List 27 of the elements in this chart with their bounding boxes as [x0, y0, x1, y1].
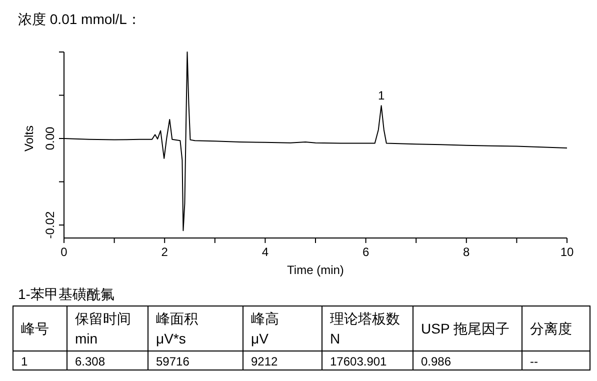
text: 1-苯甲基磺酰氟: [18, 286, 114, 302]
y-tick-label: -0.02: [43, 211, 57, 239]
text: 理论塔板数 N: [330, 310, 400, 346]
text: 0.986: [421, 354, 452, 368]
y-tick-label: 0.00: [43, 126, 57, 150]
y-axis-title: Volts: [22, 126, 36, 152]
text: --: [530, 354, 538, 368]
text: 9212: [251, 354, 278, 368]
text: 峰高 μV: [251, 310, 279, 346]
x-tick-label: 0: [60, 245, 68, 259]
text: 59716: [156, 354, 190, 368]
chart-title: 浓度 0.01 mmol/L：: [18, 11, 141, 27]
text: 1: [21, 354, 28, 368]
text: 峰号: [21, 320, 49, 336]
text: 6.308: [75, 354, 106, 368]
text: USP 拖尾因子: [421, 320, 510, 336]
text: 分离度: [530, 320, 572, 336]
text: 峰面积 μV*s: [156, 310, 198, 346]
x-tick-label: 6: [362, 245, 370, 259]
x-tick-label: 4: [262, 245, 269, 259]
x-tick-label: 2: [161, 245, 168, 259]
x-tick-label: 10: [560, 245, 574, 259]
x-axis-title: Time (min): [287, 263, 344, 277]
text: 保留时间 min: [75, 310, 131, 346]
annotation: 1: [378, 88, 385, 103]
x-tick-label: 8: [463, 245, 470, 259]
text: 17603.901: [330, 354, 388, 368]
